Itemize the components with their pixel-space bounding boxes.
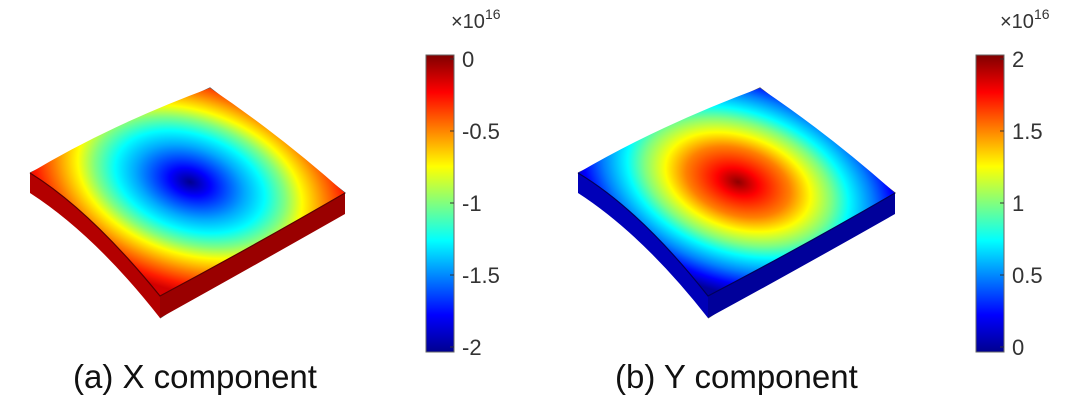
tick-label: 1.5 (1012, 119, 1043, 144)
plate-top-surface (578, 88, 895, 296)
plate-side-left (30, 173, 160, 318)
exponent-base: ×10 (451, 11, 485, 33)
plate-side-right (160, 193, 345, 318)
tick-label: -1 (462, 191, 482, 216)
tick-label: 0.5 (1012, 263, 1043, 288)
colorbar-b (975, 54, 1005, 353)
tick-label: 1 (1012, 191, 1024, 216)
tick-label: 2 (1012, 47, 1024, 72)
plate-edge-line (577, 172, 896, 297)
plate-side-right (708, 193, 895, 318)
exponent-base: ×10 (1000, 11, 1034, 33)
plate-edge-line (29, 172, 346, 297)
colorbar-exponent: ×1016 (451, 6, 501, 33)
plate-top-surface (30, 88, 345, 296)
exponent-power: 16 (1034, 6, 1050, 22)
y-component-figure: 2 1.5 1 0.5 0 ×1016 (577, 6, 1050, 360)
tick-label: 0 (1012, 335, 1024, 360)
plate-side-left (578, 173, 708, 318)
colorbar-a (425, 54, 455, 353)
caption-x-component: (a) X component (73, 358, 317, 395)
tick-label: -0.5 (462, 119, 500, 144)
colorbar-exponent: ×1016 (1000, 6, 1050, 33)
colorbar-ticks-a (450, 58, 454, 348)
tick-label: -2 (462, 335, 482, 360)
exponent-power: 16 (485, 6, 501, 22)
panel-y-component: 2 1.5 1 0.5 0 ×1016 (b) Y component (540, 0, 1080, 413)
caption-y-component: (b) Y component (615, 358, 858, 395)
tick-label: -1.5 (462, 263, 500, 288)
panel-x-component: 0 -0.5 -1 -1.5 -2 ×1016 (a) X component (29, 6, 501, 395)
colorbar-ticks-b (1000, 58, 1004, 348)
tick-label: 0 (462, 47, 474, 72)
x-component-figure: 0 -0.5 -1 -1.5 -2 ×1016 (29, 6, 501, 360)
